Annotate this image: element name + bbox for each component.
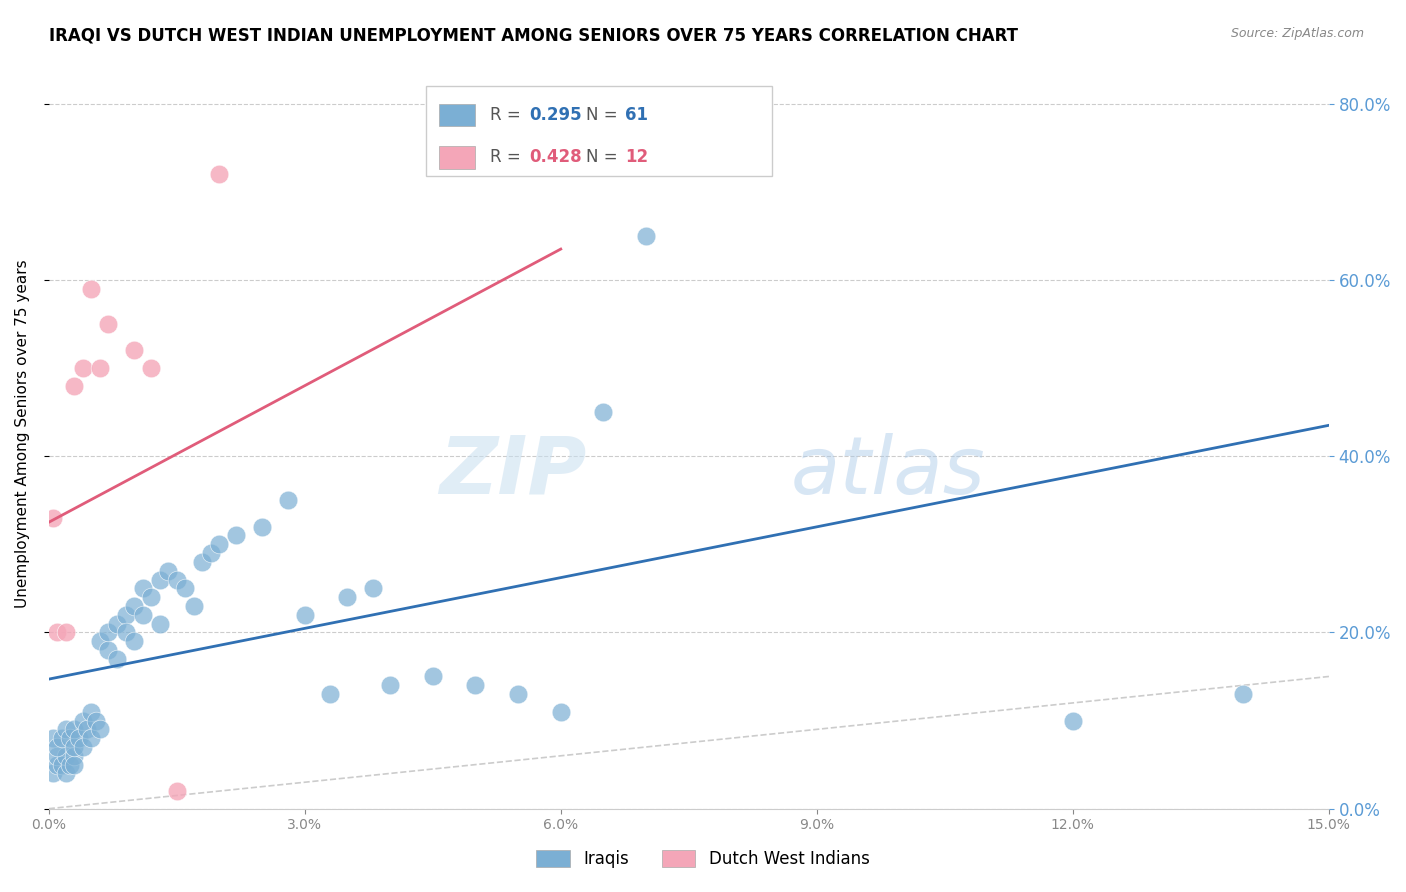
Text: N =: N = [586, 148, 623, 166]
Point [200, 546, 222, 560]
Text: IRAQI VS DUTCH WEST INDIAN UNEMPLOYMENT AMONG SENIORS OVER 75 YEARS CORRELATION : IRAQI VS DUTCH WEST INDIAN UNEMPLOYMENT … [49, 27, 1018, 45]
Point [63, 739, 86, 754]
Point [183, 599, 205, 613]
Point [80, 731, 103, 746]
Point [76, 723, 98, 737]
Point [149, 616, 172, 631]
Point [361, 582, 384, 596]
Text: R =: R = [491, 106, 526, 124]
Point [114, 625, 136, 640]
Point [157, 564, 180, 578]
Point [592, 405, 614, 419]
Point [1062, 714, 1084, 728]
Point [89, 361, 111, 376]
Point [131, 607, 153, 622]
Point [550, 705, 572, 719]
Point [149, 573, 172, 587]
Text: 12: 12 [624, 148, 648, 166]
Point [89, 634, 111, 648]
Point [46, 739, 69, 754]
Point [122, 343, 145, 358]
FancyBboxPatch shape [426, 86, 772, 176]
Point [336, 590, 359, 604]
Point [422, 669, 444, 683]
Point [84, 714, 107, 728]
Point [131, 582, 153, 596]
Point [59, 731, 82, 746]
FancyBboxPatch shape [439, 103, 475, 127]
Point [166, 784, 188, 798]
Point [42, 731, 65, 746]
Point [174, 582, 197, 596]
Point [97, 317, 120, 331]
Point [63, 757, 86, 772]
Point [67, 731, 90, 746]
Point [114, 607, 136, 622]
Point [122, 634, 145, 648]
FancyBboxPatch shape [439, 146, 475, 169]
Text: N =: N = [586, 106, 623, 124]
Point [319, 687, 342, 701]
Point [141, 361, 163, 376]
Point [141, 590, 163, 604]
Point [1232, 687, 1254, 701]
Legend: Iraqis, Dutch West Indians: Iraqis, Dutch West Indians [530, 843, 876, 875]
Point [59, 757, 82, 772]
Point [42, 511, 65, 525]
Point [46, 757, 69, 772]
Point [225, 528, 247, 542]
Text: atlas: atlas [792, 433, 986, 510]
Point [208, 167, 231, 181]
Point [72, 714, 94, 728]
Point [55, 748, 77, 763]
Point [105, 652, 128, 666]
Point [72, 739, 94, 754]
Y-axis label: Unemployment Among Seniors over 75 years: Unemployment Among Seniors over 75 years [15, 260, 30, 608]
Point [277, 493, 299, 508]
Point [464, 678, 486, 692]
Point [636, 228, 658, 243]
Point [42, 766, 65, 780]
Point [55, 625, 77, 640]
Point [97, 625, 120, 640]
Point [46, 625, 69, 640]
Text: 0.295: 0.295 [529, 106, 582, 124]
Point [80, 705, 103, 719]
Point [51, 757, 73, 772]
Point [105, 616, 128, 631]
Point [63, 723, 86, 737]
Point [51, 731, 73, 746]
Point [294, 607, 316, 622]
Point [250, 519, 273, 533]
Point [80, 282, 103, 296]
Point [46, 748, 69, 763]
Point [72, 361, 94, 376]
Point [55, 766, 77, 780]
Point [63, 748, 86, 763]
Point [89, 723, 111, 737]
Point [97, 643, 120, 657]
Text: 61: 61 [624, 106, 648, 124]
Point [122, 599, 145, 613]
Point [63, 378, 86, 392]
Point [378, 678, 401, 692]
Text: Source: ZipAtlas.com: Source: ZipAtlas.com [1230, 27, 1364, 40]
Text: R =: R = [491, 148, 526, 166]
Point [166, 573, 188, 587]
Text: ZIP: ZIP [439, 433, 586, 510]
Point [55, 723, 77, 737]
Point [191, 555, 214, 569]
Point [208, 537, 231, 551]
Text: 0.428: 0.428 [529, 148, 582, 166]
Point [506, 687, 529, 701]
